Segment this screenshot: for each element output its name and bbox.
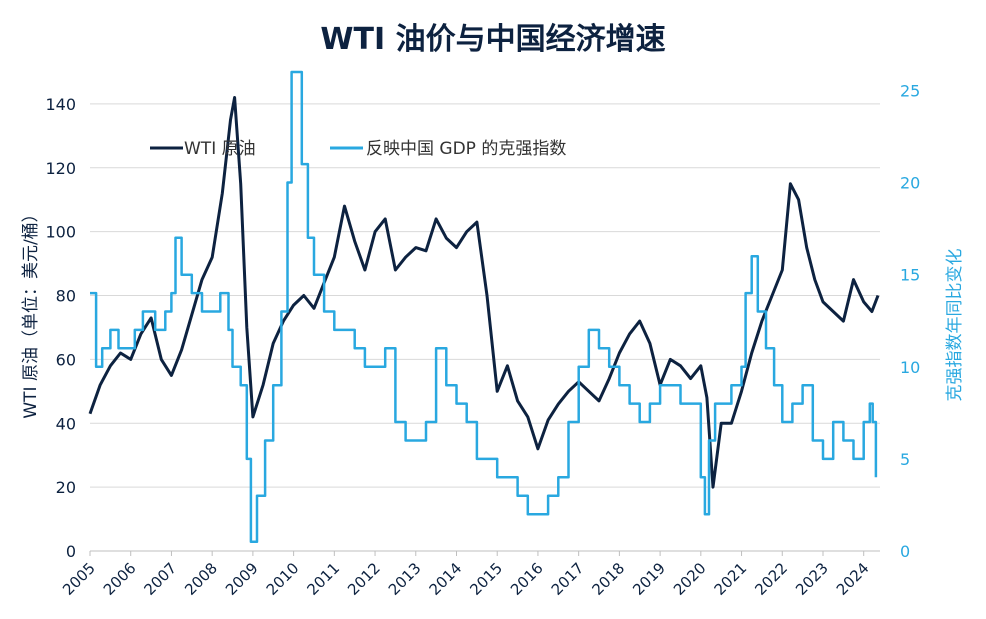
x-tick-label: 2023 [792,559,832,599]
y-tick-label: 60 [56,350,76,369]
x-tick-label: 2019 [629,559,669,599]
legend-label-wti: WTI 原油 [184,139,256,159]
series-layer [88,70,880,544]
x-tick-label: 2013 [385,559,425,599]
axis-layer: 0 20 40 60 80 100 120 140 0 5 10 15 20 25 2005 2006 2007… [45,81,920,598]
x-tick-label: 2005 [59,559,99,599]
x-tick-label: 2024 [833,559,873,599]
y-axis-label: WTI 原油（单位：美元/桶） [21,205,41,418]
series-line-keqiang [90,70,878,544]
x-tick-label: 2021 [711,559,751,599]
x-tick-label: 2018 [588,559,628,599]
x-tick-label: 2015 [466,559,506,599]
chart-title: WTI 油价与中国经济增速 [320,22,666,57]
series-line-wti [88,96,880,489]
y2-tick-label: 15 [900,266,920,285]
y-tick-label: 0 [66,542,76,561]
y2-tick-label: 20 [900,174,920,193]
x-tick-label: 2016 [507,559,547,599]
y-tick-label: 140 [45,95,76,114]
x-tick-label: 2012 [344,559,384,599]
y2-axis-label: 克强指数年同比变化 [945,249,965,402]
y2-tick-label: 10 [900,358,920,377]
y-tick-label: 20 [56,478,76,497]
y-tick-label: 80 [56,287,76,306]
y-tick-label: 100 [45,223,76,242]
y-tick-label: 120 [45,159,76,178]
x-tick-label: 2017 [548,559,588,599]
x-tick-label: 2009 [222,559,262,599]
x-tick-label: 2007 [141,559,181,599]
x-tick-label: 2011 [303,559,343,599]
x-tick-label: 2006 [100,559,140,599]
y2-tick-label: 0 [900,542,910,561]
y2-tick-label: 5 [900,450,910,469]
grid-layer [90,103,880,552]
y-tick-label: 40 [56,414,76,433]
x-tick-label: 2008 [181,559,221,599]
x-tick-label: 2022 [751,559,791,599]
legend-label-keqiang: 反映中国 GDP 的克强指数 [366,139,566,159]
legend: WTI 原油 反映中国 GDP 的克强指数 [150,139,566,159]
y2-tick-label: 25 [900,81,920,100]
x-tick-label: 2010 [263,559,303,599]
x-tick-label: 2020 [670,559,710,599]
x-tick-label: 2014 [426,559,466,599]
